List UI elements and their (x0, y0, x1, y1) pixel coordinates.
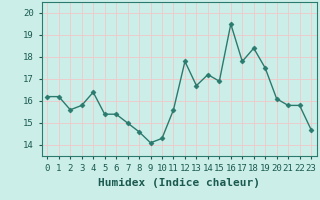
X-axis label: Humidex (Indice chaleur): Humidex (Indice chaleur) (98, 178, 260, 188)
